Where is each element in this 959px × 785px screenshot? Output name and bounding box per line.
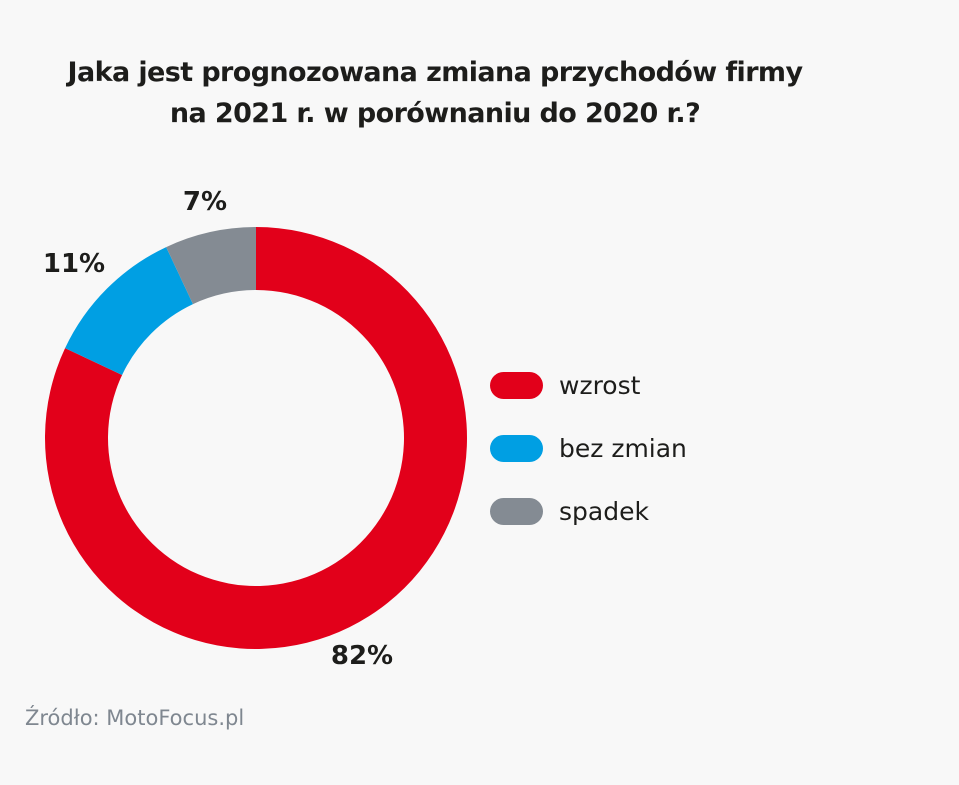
donut-slices	[45, 227, 468, 650]
legend-item-bez-zmian: bez zmian	[490, 417, 687, 480]
donut-slice-bez-zmian	[65, 247, 193, 375]
legend-swatch-wzrost	[490, 372, 543, 399]
legend-label-wzrost: wzrost	[559, 371, 641, 400]
source-note: Źródło: MotoFocus.pl	[25, 706, 245, 730]
donut-label-spadek: 7%	[183, 187, 227, 217]
donut-slice-wzrost	[45, 227, 468, 650]
legend-swatch-bez-zmian	[490, 435, 543, 462]
legend-label-spadek: spadek	[559, 497, 649, 526]
chart-title: Jaka jest prognozowana zmiana przychodów…	[0, 52, 870, 134]
donut-value-labels: 82% 11% 7%	[43, 187, 393, 671]
legend-label-bez-zmian: bez zmian	[559, 434, 687, 463]
chart-title-line-1: Jaka jest prognozowana zmiana przychodów…	[67, 57, 804, 88]
legend-item-wzrost: wzrost	[490, 354, 687, 417]
donut-label-wzrost: 82%	[331, 641, 393, 671]
donut-slice-spadek	[166, 227, 256, 305]
donut-label-bez-zmian: 11%	[43, 249, 105, 279]
legend-swatch-spadek	[490, 498, 543, 525]
chart-title-line-2: na 2021 r. w porównaniu do 2020 r.?	[169, 98, 701, 129]
legend-item-spadek: spadek	[490, 480, 687, 543]
legend: wzrost bez zmian spadek	[490, 354, 687, 543]
